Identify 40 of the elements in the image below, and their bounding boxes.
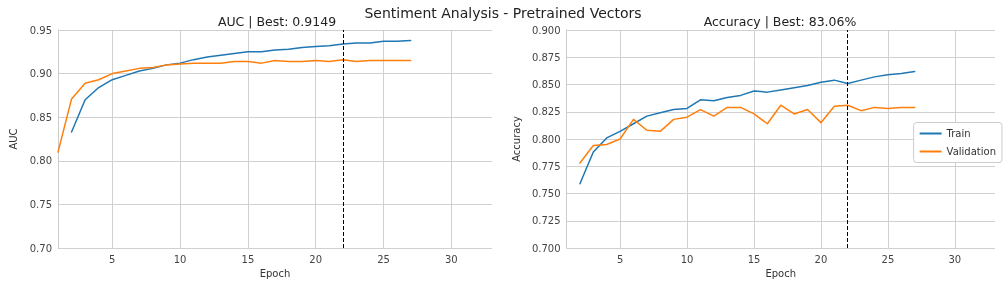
y-tick-label: 0.825: [531, 106, 561, 118]
chart-title: Accuracy | Best: 83.06%: [703, 14, 857, 29]
x-tick-label: 30: [948, 253, 962, 265]
x-tick-label: 15: [241, 253, 255, 265]
line-series: [70, 39, 412, 133]
line-series: [579, 104, 916, 164]
y-tick-label: 0.95: [29, 24, 52, 36]
line-series: [57, 58, 412, 153]
legend-label: Validation: [946, 146, 997, 157]
text: Sentiment Analysis - Pretrained Vectors: [364, 5, 642, 21]
x-tick-label: 30: [444, 253, 458, 265]
x-tick-label: 10: [173, 253, 187, 265]
y-tick-label: 0.900: [531, 24, 561, 36]
y-axis-title: Accuracy: [510, 116, 522, 162]
line-series: [579, 70, 916, 185]
y-axis-title: AUC: [7, 128, 19, 150]
x-tick-label: 25: [881, 253, 895, 265]
x-tick-label: 25: [377, 253, 390, 265]
x-axis-title: Epoch: [259, 268, 291, 280]
chart-title: AUC | Best: 0.9149: [217, 14, 337, 29]
y-tick-label: 0.90: [29, 68, 52, 80]
x-tick-label: 5: [616, 253, 624, 265]
y-tick-label: 0.75: [29, 198, 52, 210]
x-tick-label: 5: [109, 253, 116, 265]
y-tick-label: 0.725: [531, 215, 561, 227]
x-tick-label: 20: [814, 253, 828, 265]
y-tick-label: 0.775: [531, 160, 561, 172]
y-tick-label: 0.85: [29, 111, 52, 123]
y-tick-label: 0.800: [531, 133, 561, 145]
legend-label: Train: [945, 128, 971, 139]
x-axis-title: Epoch: [765, 268, 797, 280]
y-tick-label: 0.70: [29, 242, 52, 254]
y-tick-label: 0.700: [531, 242, 561, 254]
y-tick-label: 0.850: [531, 79, 561, 90]
y-tick-label: 0.750: [531, 188, 561, 199]
y-tick-label: 0.875: [531, 51, 561, 63]
x-tick-label: 20: [309, 253, 323, 265]
x-tick-label: 15: [747, 253, 761, 265]
x-tick-label: 10: [680, 253, 694, 265]
y-tick-label: 0.80: [29, 155, 52, 167]
